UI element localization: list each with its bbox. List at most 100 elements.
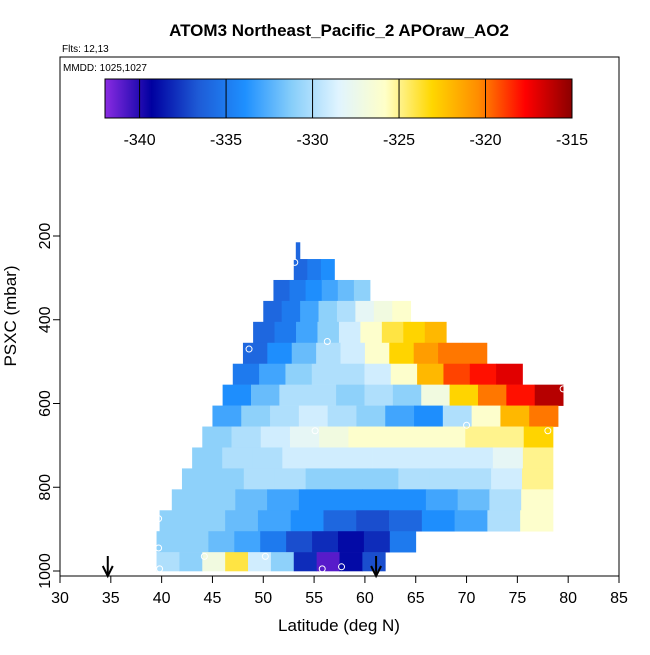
heatmap-cell [342, 447, 373, 469]
heatmap-cell [279, 384, 309, 406]
heatmap-cell [318, 300, 338, 323]
heatmap-cell [323, 510, 357, 532]
heatmap-cell [311, 363, 339, 385]
heatmap-cell [295, 242, 301, 260]
sample-marker [155, 515, 163, 523]
heatmap-cell [432, 447, 464, 469]
heatmap-cell [489, 489, 522, 511]
data-markers [155, 258, 567, 573]
heatmap-cell [316, 552, 340, 572]
heatmap-cell [330, 489, 363, 511]
heatmap-cell [274, 321, 297, 344]
heatmap-cell [421, 384, 450, 406]
heatmap-cell [192, 510, 226, 532]
heatmap-cell [429, 468, 461, 490]
heatmap-cell [534, 384, 564, 406]
heatmap-cell [364, 363, 392, 385]
heatmap-cell [263, 300, 283, 323]
heatmap-cell [520, 510, 554, 532]
heatmap-cell [425, 489, 459, 511]
heatmap-cell [274, 468, 307, 490]
sample-marker [200, 552, 208, 560]
sample-marker [554, 563, 562, 571]
heatmap-cell [212, 405, 242, 427]
x-tick-label: 65 [407, 590, 425, 607]
heatmap-cell [232, 363, 260, 385]
heatmap-cell [340, 342, 366, 365]
sample-marker [559, 385, 567, 393]
y-tick-label: 1000 [37, 553, 54, 589]
heatmap-cell [364, 342, 390, 365]
x-tick-label: 85 [610, 590, 628, 607]
heatmap-cell [202, 426, 232, 448]
x-tick-label: 35 [102, 590, 120, 607]
y-axis-label: PSXC (mbar) [1, 265, 20, 366]
heatmap-cell [336, 300, 356, 323]
heatmap-cell [300, 300, 319, 323]
heatmap-cell [285, 363, 313, 385]
heatmap-cell [316, 342, 341, 365]
heatmap-cell [250, 384, 280, 406]
heatmap-cell [212, 468, 245, 490]
heatmap-cell [392, 384, 422, 406]
heatmap-cell [348, 426, 379, 448]
x-tick-label: 45 [204, 590, 222, 607]
x-axis: 30 35 40 45 50 55 60 65 70 75 80 85 [51, 576, 628, 607]
sample-marker [338, 563, 346, 571]
heatmap-cell [500, 405, 530, 427]
heatmap-cell [222, 447, 253, 469]
colorbar-tick-label: -325 [383, 132, 415, 149]
sample-marker [544, 427, 552, 435]
heatmap-cell [338, 321, 361, 344]
heatmap-cell [385, 405, 415, 427]
heatmap-cell [494, 426, 525, 448]
flights-label: Flts: 12,13 [62, 44, 109, 55]
heatmap-cell [270, 405, 300, 427]
heatmap-cell [298, 489, 332, 511]
heatmap-cell [449, 384, 479, 406]
heatmap-cell [270, 552, 295, 572]
x-tick-label: 55 [305, 590, 323, 607]
sample-marker [261, 552, 269, 560]
heatmap-cell [253, 321, 275, 344]
x-tick-label: 60 [356, 590, 374, 607]
heatmap-cell [171, 489, 204, 511]
heatmap-cell [179, 552, 203, 572]
heatmap-cell [457, 489, 490, 511]
x-tick-label: 40 [153, 590, 171, 607]
sample-marker [311, 427, 319, 435]
heatmap-cell [465, 426, 495, 448]
heatmap-cell [454, 510, 488, 532]
heatmap-cell [438, 342, 463, 365]
heatmap-cell [406, 426, 437, 448]
heatmap-cell [289, 426, 320, 448]
y-tick-label: 600 [37, 390, 54, 417]
heatmap-cell [203, 489, 236, 511]
heatmap-cell [208, 531, 235, 553]
heatmap-cell [234, 531, 261, 553]
heatmap-cell [259, 363, 286, 385]
heatmap-cell [225, 510, 259, 532]
heatmap-cell [267, 489, 300, 511]
heatmap-cell [289, 279, 307, 302]
heatmap-cell [462, 447, 494, 469]
heatmap-cell [312, 531, 339, 553]
heatmap-cell [413, 342, 439, 365]
heatmap-cell [156, 552, 180, 572]
heatmap-cell [390, 363, 418, 385]
sample-marker [156, 565, 164, 573]
heatmap-cell [491, 468, 523, 490]
heatmap-cell [281, 300, 301, 323]
heatmap-cell [421, 510, 456, 532]
heatmap-cell [471, 405, 501, 427]
heatmap-cell [363, 531, 391, 553]
heatmap-cell [362, 552, 386, 572]
heatmap-cell [392, 300, 412, 323]
heatmap-cell [248, 552, 272, 572]
colorbar-tick-label: -330 [297, 132, 329, 149]
heatmap-cell [398, 468, 430, 490]
colorbar-tick-label: -335 [210, 132, 242, 149]
y-tick-label: 800 [37, 474, 54, 501]
heatmap-cell [337, 279, 355, 302]
heatmap-cell [267, 342, 293, 365]
